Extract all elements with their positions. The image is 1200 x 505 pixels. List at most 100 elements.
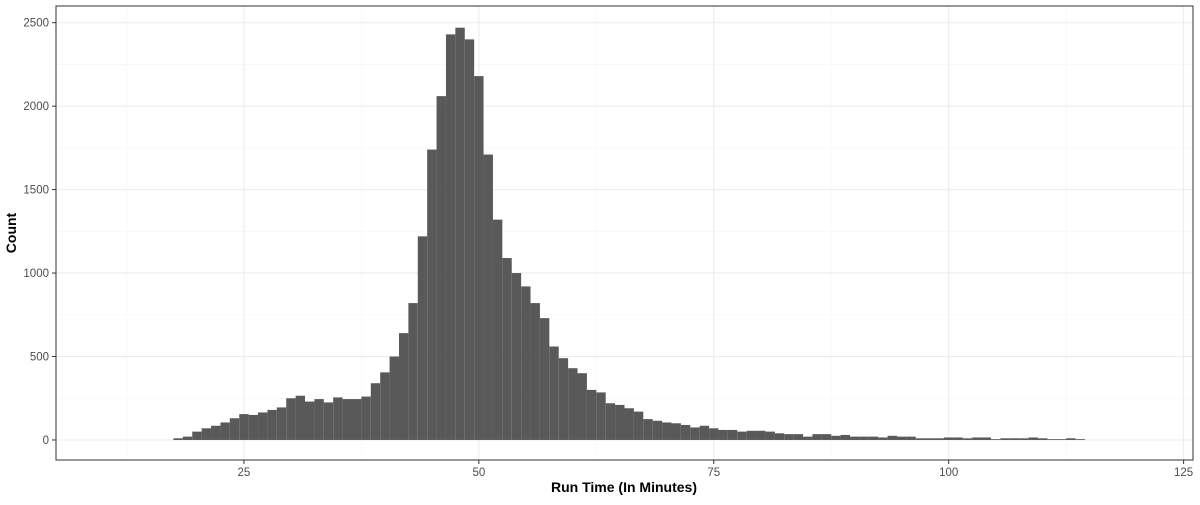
x-tick-label: 125 bbox=[1174, 467, 1193, 479]
histogram-bar bbox=[511, 273, 522, 440]
histogram-bar bbox=[342, 399, 352, 440]
histogram-bar bbox=[953, 437, 963, 440]
histogram-bar bbox=[690, 427, 700, 440]
histogram-bar bbox=[276, 407, 287, 440]
histogram-bar bbox=[351, 399, 362, 440]
histogram-bar bbox=[821, 434, 832, 440]
histogram-bar bbox=[1019, 438, 1029, 440]
x-tick-label: 50 bbox=[472, 467, 485, 479]
histogram-bar bbox=[737, 431, 747, 440]
histogram-bar bbox=[906, 436, 916, 440]
histogram-bar bbox=[887, 435, 898, 440]
histogram-bar bbox=[633, 411, 644, 440]
histogram-bar bbox=[417, 236, 428, 440]
histogram-bar bbox=[549, 346, 559, 440]
y-axis-title: Count bbox=[3, 212, 19, 253]
x-tick-label: 100 bbox=[939, 467, 958, 479]
histogram-bar bbox=[831, 435, 841, 440]
histogram-bar bbox=[248, 414, 259, 440]
histogram-bar bbox=[652, 420, 663, 440]
x-tick-label: 25 bbox=[238, 467, 251, 479]
histogram-bar bbox=[1028, 437, 1038, 440]
histogram-bar bbox=[925, 438, 935, 440]
histogram-bar bbox=[859, 436, 869, 440]
histogram-bar bbox=[286, 398, 296, 440]
histogram-bar bbox=[1056, 439, 1067, 440]
histogram-bar bbox=[812, 434, 822, 440]
histogram-bar bbox=[615, 404, 625, 440]
histogram-bar bbox=[727, 429, 738, 440]
histogram-bar bbox=[521, 286, 531, 440]
x-axis-title: Run Time (In Minutes) bbox=[551, 479, 697, 495]
histogram-bar bbox=[436, 96, 446, 440]
histogram-bar bbox=[662, 422, 672, 440]
y-tick-label: 2000 bbox=[23, 101, 49, 113]
histogram-bar bbox=[201, 428, 212, 440]
histogram-bar bbox=[333, 397, 343, 440]
histogram-bar bbox=[897, 436, 907, 440]
histogram-bar bbox=[784, 434, 794, 440]
histogram-bar bbox=[295, 395, 306, 440]
histogram-bar bbox=[605, 403, 616, 440]
x-tick-label: 75 bbox=[707, 467, 720, 479]
histogram-bar bbox=[962, 438, 973, 440]
y-tick-label: 1000 bbox=[23, 268, 49, 280]
grid-layer bbox=[56, 6, 1193, 460]
histogram-bar bbox=[803, 436, 813, 440]
histogram-bar bbox=[239, 414, 249, 440]
histogram-bar bbox=[1075, 439, 1085, 440]
histogram-bar bbox=[878, 437, 888, 440]
histogram-bar bbox=[915, 438, 926, 440]
histogram-bar bbox=[774, 433, 785, 440]
panel-border bbox=[55, 5, 1194, 461]
histogram-bar bbox=[1066, 438, 1076, 440]
histogram-bar bbox=[943, 437, 954, 440]
histogram-bar bbox=[182, 436, 193, 440]
histogram-bar bbox=[643, 419, 653, 440]
bar-layer bbox=[173, 27, 1085, 440]
histogram-bar bbox=[220, 422, 230, 440]
histogram-bar bbox=[793, 434, 804, 440]
histogram-bar bbox=[258, 412, 268, 440]
y-tick-label: 2500 bbox=[23, 18, 49, 30]
histogram-bar bbox=[990, 439, 1001, 440]
histogram-bar bbox=[558, 358, 569, 440]
histogram-bar bbox=[709, 428, 719, 440]
histogram-bar bbox=[840, 434, 851, 440]
histogram-bar bbox=[492, 219, 503, 440]
histogram-bar bbox=[1000, 438, 1010, 440]
histogram-bar bbox=[380, 372, 390, 440]
histogram-bar bbox=[568, 368, 578, 440]
histogram-bar bbox=[483, 154, 493, 440]
histogram-bar bbox=[502, 258, 512, 440]
histogram-bar bbox=[577, 373, 587, 440]
histogram-bar bbox=[305, 401, 315, 440]
histogram-bar bbox=[746, 430, 757, 440]
histogram-bar bbox=[850, 436, 860, 440]
histogram-bar bbox=[981, 437, 991, 440]
histogram-bar bbox=[192, 431, 202, 440]
histogram-bar bbox=[455, 27, 465, 440]
histogram-bar bbox=[972, 437, 982, 440]
histogram-bar bbox=[718, 429, 728, 440]
histogram-bar bbox=[464, 39, 475, 440]
y-tick-label: 1500 bbox=[23, 185, 49, 197]
histogram-bar bbox=[389, 356, 399, 440]
histogram-bar bbox=[361, 396, 371, 440]
histogram-bar bbox=[530, 303, 540, 440]
y-tick-label: 500 bbox=[30, 352, 49, 364]
histogram-bar bbox=[596, 392, 606, 440]
histogram-bar bbox=[699, 425, 710, 440]
histogram-bar bbox=[229, 418, 240, 440]
histogram-bar bbox=[1047, 439, 1057, 440]
histogram-bar bbox=[267, 409, 277, 440]
histogram-bar bbox=[671, 423, 681, 440]
histogram-bar bbox=[323, 402, 334, 440]
histogram-bar bbox=[868, 436, 879, 440]
histogram-bar bbox=[211, 425, 221, 440]
histogram-bar bbox=[370, 383, 381, 440]
histogram-bar bbox=[427, 149, 437, 440]
histogram-bar bbox=[624, 408, 634, 440]
